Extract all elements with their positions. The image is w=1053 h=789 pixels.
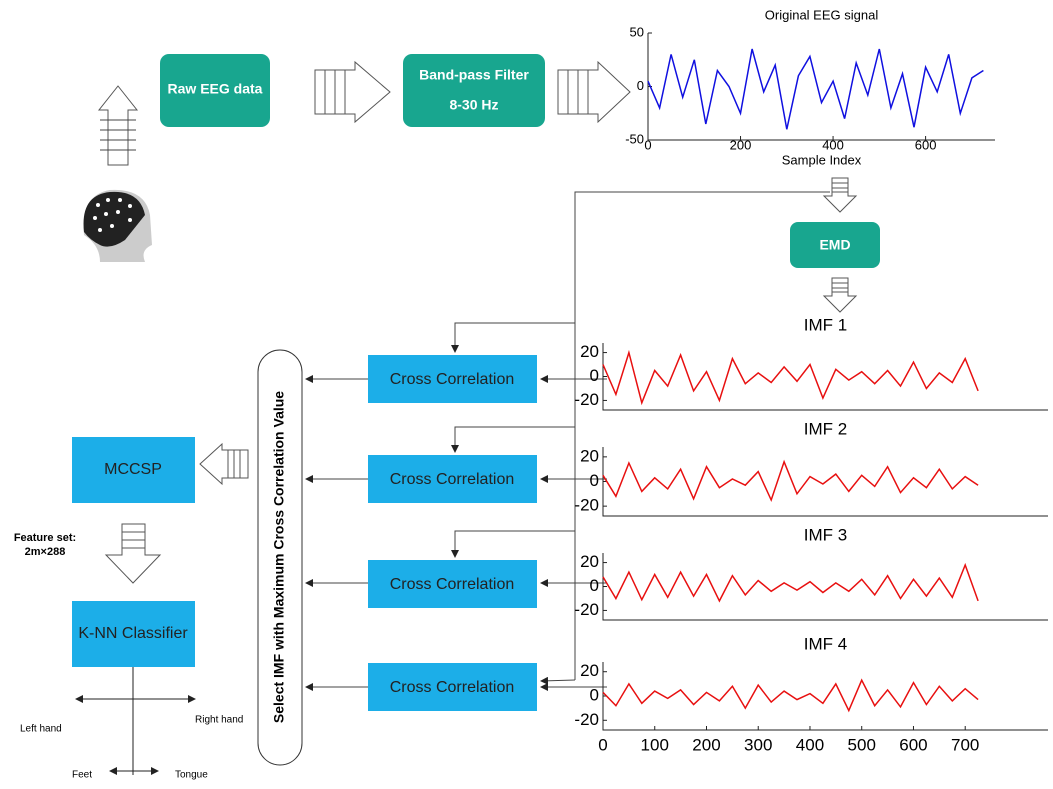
signal-line <box>603 680 978 710</box>
y-tick-label: 50 <box>630 24 644 39</box>
right-arrow <box>558 62 630 122</box>
cross-correlation-label: Cross Correlation <box>390 576 514 593</box>
y-tick-label: 0 <box>590 576 599 595</box>
right-arrow <box>315 62 390 122</box>
x-tick-label: 700 <box>951 735 979 754</box>
x-tick-label: 600 <box>915 137 937 152</box>
select-label: Select IMF with Maximum Cross Correlatio… <box>271 391 287 723</box>
signal-line <box>603 353 978 403</box>
y-tick-label: -20 <box>574 390 599 409</box>
x-tick-label: 300 <box>744 735 772 754</box>
y-tick-label: 0 <box>590 471 599 490</box>
plot-axes <box>603 553 1048 620</box>
x-tick-label: 0 <box>644 137 651 152</box>
down-arrow <box>106 524 160 583</box>
head-icon <box>84 190 152 262</box>
down-arrow <box>824 278 856 312</box>
filter-box <box>403 54 545 127</box>
signal-line <box>603 565 978 601</box>
y-tick-label: 0 <box>637 78 644 93</box>
x-tick-label: 100 <box>641 735 669 754</box>
class-label: Tongue <box>175 770 208 781</box>
left-arrow <box>200 444 248 484</box>
emd-label: EMD <box>819 237 850 253</box>
signal-line <box>603 462 978 500</box>
class-label: Feet <box>72 770 92 781</box>
signal-line <box>648 49 983 129</box>
feature-size: 2m×288 <box>25 546 66 558</box>
mccsp-label: MCCSP <box>104 461 162 478</box>
y-tick-label: 20 <box>580 446 599 465</box>
connector-lines <box>306 192 830 687</box>
plot-title: IMF 3 <box>804 525 847 544</box>
plot-axes <box>603 662 1048 730</box>
cross-correlation-label: Cross Correlation <box>390 371 514 388</box>
plot-axes <box>648 33 995 140</box>
x-tick-label: 400 <box>796 735 824 754</box>
y-tick-label: 20 <box>580 661 599 680</box>
plot-title: IMF 4 <box>804 634 847 653</box>
cross-correlation-label: Cross Correlation <box>390 471 514 488</box>
y-tick-label: -20 <box>574 710 599 729</box>
class-axes <box>76 667 195 775</box>
x-tick-label: 500 <box>848 735 876 754</box>
diagram: Raw EEG data Band-pass Filter 8-30 Hz EM… <box>0 0 1053 784</box>
x-axis-label: Sample Index <box>782 152 862 167</box>
knn-label: K-NN Classifier <box>78 625 188 642</box>
x-tick-label: 0 <box>598 735 607 754</box>
y-tick-label: -20 <box>574 496 599 515</box>
plot-axes <box>603 343 1048 410</box>
y-tick-label: 0 <box>590 366 599 385</box>
y-tick-label: 20 <box>580 552 599 571</box>
y-tick-label: 20 <box>580 342 599 361</box>
x-tick-label: 400 <box>822 137 844 152</box>
y-tick-label: 0 <box>590 685 599 704</box>
filter-band: 8-30 Hz <box>449 97 498 113</box>
y-tick-label: -50 <box>625 131 644 146</box>
filter-title: Band-pass Filter <box>419 67 529 83</box>
plot-title: IMF 2 <box>804 419 847 438</box>
cross-correlation-label: Cross Correlation <box>390 679 514 696</box>
x-tick-label: 200 <box>692 735 720 754</box>
feature-set: Feature set: <box>14 532 76 544</box>
x-tick-label: 200 <box>730 137 752 152</box>
down-arrow <box>824 178 856 212</box>
class-label: Right hand <box>195 715 243 726</box>
plot-title: IMF 1 <box>804 315 847 334</box>
up-arrow <box>99 86 137 165</box>
x-tick-label: 600 <box>899 735 927 754</box>
raw-eeg-label: Raw EEG data <box>168 81 263 97</box>
class-label: Left hand <box>20 724 62 735</box>
y-tick-label: -20 <box>574 600 599 619</box>
plot-title: Original EEG signal <box>765 7 879 22</box>
